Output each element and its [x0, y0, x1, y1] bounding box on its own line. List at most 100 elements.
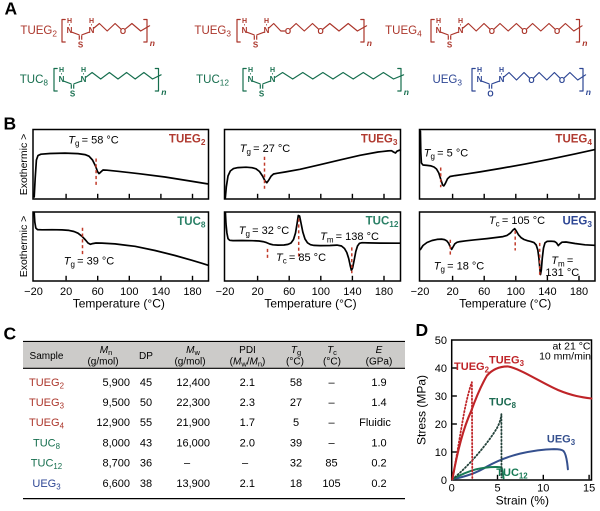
- svg-text:N: N: [270, 75, 276, 84]
- svg-text:15: 15: [583, 483, 595, 495]
- svg-text:Mw: Mw: [186, 345, 200, 357]
- svg-text:H: H: [248, 67, 253, 74]
- svg-text:(°C): (°C): [323, 357, 341, 368]
- svg-text:A: A: [5, 0, 18, 19]
- svg-text:140: 140: [343, 286, 361, 298]
- svg-text:Temperature (°C): Temperature (°C): [459, 297, 551, 311]
- svg-text:H: H: [458, 18, 463, 25]
- svg-text:TUEG4: TUEG4: [385, 25, 422, 39]
- svg-text:131 °C: 131 °C: [545, 267, 579, 279]
- svg-text:S: S: [78, 40, 84, 49]
- svg-text:TUC8: TUC8: [177, 216, 206, 230]
- svg-text:B: B: [4, 114, 17, 134]
- svg-text:13,900: 13,900: [176, 478, 210, 490]
- svg-text:(GPa): (GPa): [366, 357, 393, 368]
- svg-text:−20: −20: [24, 286, 43, 298]
- svg-text:(°C): (°C): [286, 357, 304, 368]
- svg-text:Tc = 85 °C: Tc = 85 °C: [276, 252, 326, 266]
- svg-text:S: S: [259, 89, 265, 98]
- svg-text:60: 60: [283, 286, 295, 298]
- svg-text:38: 38: [140, 478, 152, 490]
- svg-text:20: 20: [60, 286, 72, 298]
- svg-text:N: N: [67, 26, 73, 35]
- svg-text:H: H: [499, 67, 504, 74]
- svg-text:H: H: [264, 18, 269, 25]
- svg-text:32: 32: [290, 458, 302, 470]
- svg-text:Temperature (°C): Temperature (°C): [264, 297, 356, 311]
- svg-text:60: 60: [478, 286, 490, 298]
- svg-text:n: n: [367, 38, 372, 48]
- svg-text:18: 18: [290, 478, 302, 490]
- svg-text:TUC12: TUC12: [496, 467, 528, 481]
- svg-text:TUEG3: TUEG3: [29, 397, 65, 411]
- svg-text:DP: DP: [139, 351, 153, 362]
- svg-text:2.1: 2.1: [240, 377, 255, 389]
- svg-text:n: n: [582, 38, 587, 48]
- svg-text:27: 27: [290, 397, 302, 409]
- svg-text:N: N: [458, 26, 464, 35]
- svg-text:at 21 °C: at 21 °C: [552, 341, 590, 353]
- svg-text:H: H: [89, 18, 94, 25]
- svg-text:Tg = 39 °C: Tg = 39 °C: [64, 256, 115, 270]
- svg-text:1.0: 1.0: [371, 437, 386, 449]
- svg-text:Exothermic >: Exothermic >: [18, 216, 30, 278]
- svg-text:n: n: [404, 87, 409, 97]
- svg-text:N: N: [499, 75, 505, 84]
- svg-text:H: H: [477, 67, 482, 74]
- svg-text:2.3: 2.3: [240, 397, 255, 409]
- svg-text:0.2: 0.2: [371, 478, 386, 490]
- svg-text:0: 0: [449, 483, 455, 495]
- svg-text:30: 30: [435, 391, 447, 403]
- svg-text:22,300: 22,300: [176, 397, 210, 409]
- svg-text:20: 20: [251, 286, 263, 298]
- svg-text:21,900: 21,900: [176, 417, 210, 429]
- svg-text:Tg = 58 °C: Tg = 58 °C: [68, 135, 119, 149]
- svg-text:TUEG2: TUEG2: [169, 134, 206, 148]
- svg-text:Exothermic >: Exothermic >: [18, 134, 30, 196]
- svg-text:TUC8: TUC8: [33, 437, 61, 451]
- svg-text:Fluidic: Fluidic: [359, 417, 391, 429]
- svg-text:58: 58: [290, 377, 302, 389]
- svg-text:O: O: [317, 27, 323, 36]
- svg-text:H: H: [242, 18, 247, 25]
- svg-text:Mn: Mn: [100, 345, 113, 357]
- svg-text:–: –: [242, 458, 249, 470]
- svg-text:O: O: [487, 89, 493, 98]
- svg-text:n: n: [161, 87, 166, 97]
- svg-text:O: O: [285, 27, 291, 36]
- svg-text:Tg: Tg: [291, 345, 301, 357]
- svg-text:39: 39: [290, 437, 302, 449]
- svg-text:180: 180: [570, 286, 588, 298]
- svg-text:105: 105: [322, 478, 340, 490]
- svg-text:H: H: [67, 18, 72, 25]
- svg-text:UEG3: UEG3: [547, 434, 576, 448]
- svg-text:5: 5: [494, 483, 500, 495]
- svg-text:140: 140: [152, 286, 170, 298]
- svg-text:C: C: [4, 324, 17, 344]
- svg-text:Tm = 138 °C: Tm = 138 °C: [320, 231, 379, 245]
- svg-text:6,600: 6,600: [102, 478, 130, 490]
- svg-text:O: O: [528, 76, 534, 85]
- svg-text:TUC12: TUC12: [366, 216, 399, 230]
- svg-text:16,000: 16,000: [176, 437, 210, 449]
- svg-text:2.0: 2.0: [240, 437, 255, 449]
- svg-text:(Mw/Mn): (Mw/Mn): [230, 357, 266, 369]
- svg-text:0: 0: [441, 475, 447, 487]
- svg-text:TUC12: TUC12: [196, 74, 229, 88]
- svg-text:H: H: [59, 67, 64, 74]
- svg-text:O: O: [521, 27, 527, 36]
- svg-text:–: –: [184, 458, 191, 470]
- svg-text:TUEG2: TUEG2: [454, 361, 490, 375]
- svg-text:S: S: [70, 89, 76, 98]
- svg-text:10 mm/min: 10 mm/min: [539, 351, 591, 363]
- svg-text:(g/mol): (g/mol): [174, 357, 205, 368]
- svg-text:(g/mol): (g/mol): [87, 357, 118, 368]
- svg-text:1.9: 1.9: [371, 377, 386, 389]
- svg-text:12,900: 12,900: [96, 417, 130, 429]
- svg-text:Tc: Tc: [327, 345, 337, 357]
- svg-text:85: 85: [325, 458, 337, 470]
- svg-text:TUC8: TUC8: [489, 396, 517, 410]
- svg-text:Tg = 5 °C: Tg = 5 °C: [424, 148, 468, 162]
- svg-text:n: n: [150, 38, 155, 48]
- svg-text:D: D: [416, 320, 429, 340]
